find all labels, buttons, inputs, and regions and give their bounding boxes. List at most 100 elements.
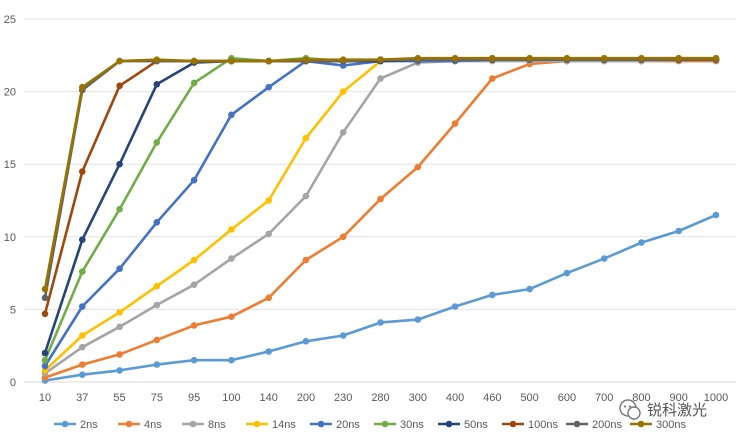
data-point [302, 192, 310, 200]
data-point [339, 88, 347, 95]
data-point [339, 233, 347, 241]
legend-label: 14ns [272, 419, 296, 431]
x-tick-label: 600 [558, 392, 576, 404]
data-point [265, 83, 273, 91]
series-50ns [41, 56, 720, 357]
data-point [153, 81, 161, 88]
x-tick-label: 500 [520, 392, 538, 404]
data-point [79, 168, 86, 175]
data-point [675, 54, 682, 62]
y-axis-ticks: 0 5 10 15 20 25 [4, 14, 16, 389]
series-line [43, 58, 716, 315]
data-point [116, 323, 123, 331]
data-point [190, 322, 198, 329]
legend-label: 20ns [336, 419, 360, 431]
data-point [265, 57, 273, 65]
legend-marker [61, 420, 69, 428]
data-point [116, 265, 123, 273]
data-point [302, 134, 310, 142]
data-point [190, 256, 198, 264]
x-tick-label: 100 [222, 392, 240, 404]
x-tick-label: 280 [371, 392, 389, 404]
x-tick-label: 300 [409, 392, 427, 404]
data-point [79, 268, 86, 275]
data-point [79, 343, 86, 351]
x-tick-label: 800 [632, 392, 650, 404]
data-point [526, 285, 533, 293]
y-tick-label: 10 [4, 232, 16, 244]
data-point [489, 291, 496, 299]
legend-item: 30ns [374, 419, 424, 431]
x-tick-label: 140 [259, 392, 277, 404]
data-point [339, 332, 347, 339]
data-point [228, 313, 235, 321]
series-300ns [41, 54, 720, 293]
data-point [190, 57, 198, 65]
data-point [265, 348, 273, 355]
data-point [153, 56, 161, 63]
data-point [116, 351, 123, 358]
data-point [228, 356, 235, 364]
data-point [41, 356, 49, 364]
watermark-text: 锐科激光 [647, 401, 707, 419]
x-tick-label: 1000 [704, 392, 728, 404]
data-point [190, 281, 198, 289]
data-point [116, 309, 123, 316]
data-point [79, 236, 86, 243]
legend-label: 300ns [656, 419, 686, 431]
series-lines [41, 54, 720, 384]
data-point [116, 82, 123, 90]
x-tick-label: 10 [39, 392, 51, 404]
y-tick-label: 25 [4, 14, 16, 26]
data-point [712, 211, 720, 219]
data-point [302, 256, 310, 264]
data-point [377, 75, 384, 82]
data-point [116, 205, 123, 213]
data-point [41, 310, 49, 318]
data-point [302, 56, 310, 63]
data-point [41, 285, 49, 293]
y-tick-label: 20 [4, 87, 16, 99]
data-point [41, 349, 49, 357]
y-tick-label: 15 [4, 159, 16, 171]
legend-label: 30ns [400, 419, 424, 431]
legend-item: 4ns [118, 419, 162, 431]
gridlines [24, 18, 736, 310]
series-100ns [41, 56, 720, 318]
legend-marker [125, 420, 133, 428]
data-point [339, 129, 347, 136]
legend-label: 8ns [208, 419, 226, 431]
data-point [451, 54, 459, 62]
data-point [41, 362, 49, 370]
data-point [116, 160, 123, 168]
data-point [190, 356, 198, 364]
data-point [414, 316, 422, 323]
data-point [638, 54, 645, 62]
x-tick-label: 900 [670, 392, 688, 404]
data-point [190, 176, 198, 184]
data-point [153, 139, 161, 146]
data-point [377, 56, 384, 63]
legend-marker [573, 420, 581, 428]
wechat-icon [619, 399, 641, 420]
series-line [43, 56, 716, 361]
data-point [153, 282, 161, 290]
data-point [377, 319, 384, 326]
data-point [451, 120, 459, 127]
x-axis-ticks: 10 37 55 75 95 100 140 200 230 280 300 400 460 500 600… [39, 392, 728, 404]
data-point [265, 197, 273, 204]
y-tick-label: 5 [10, 304, 16, 316]
series-line [44, 213, 717, 382]
data-point [377, 195, 384, 203]
x-tick-label: 700 [595, 392, 613, 404]
data-point [414, 163, 422, 171]
legend-marker [445, 420, 453, 428]
legend-item: 2ns [54, 419, 98, 431]
data-point [228, 57, 235, 65]
legend-item: 14ns [246, 419, 296, 431]
legend-label: 200ns [592, 419, 622, 431]
data-point [563, 54, 571, 62]
x-tick-label: 95 [188, 392, 200, 404]
data-point [153, 336, 161, 344]
data-point [190, 79, 198, 87]
